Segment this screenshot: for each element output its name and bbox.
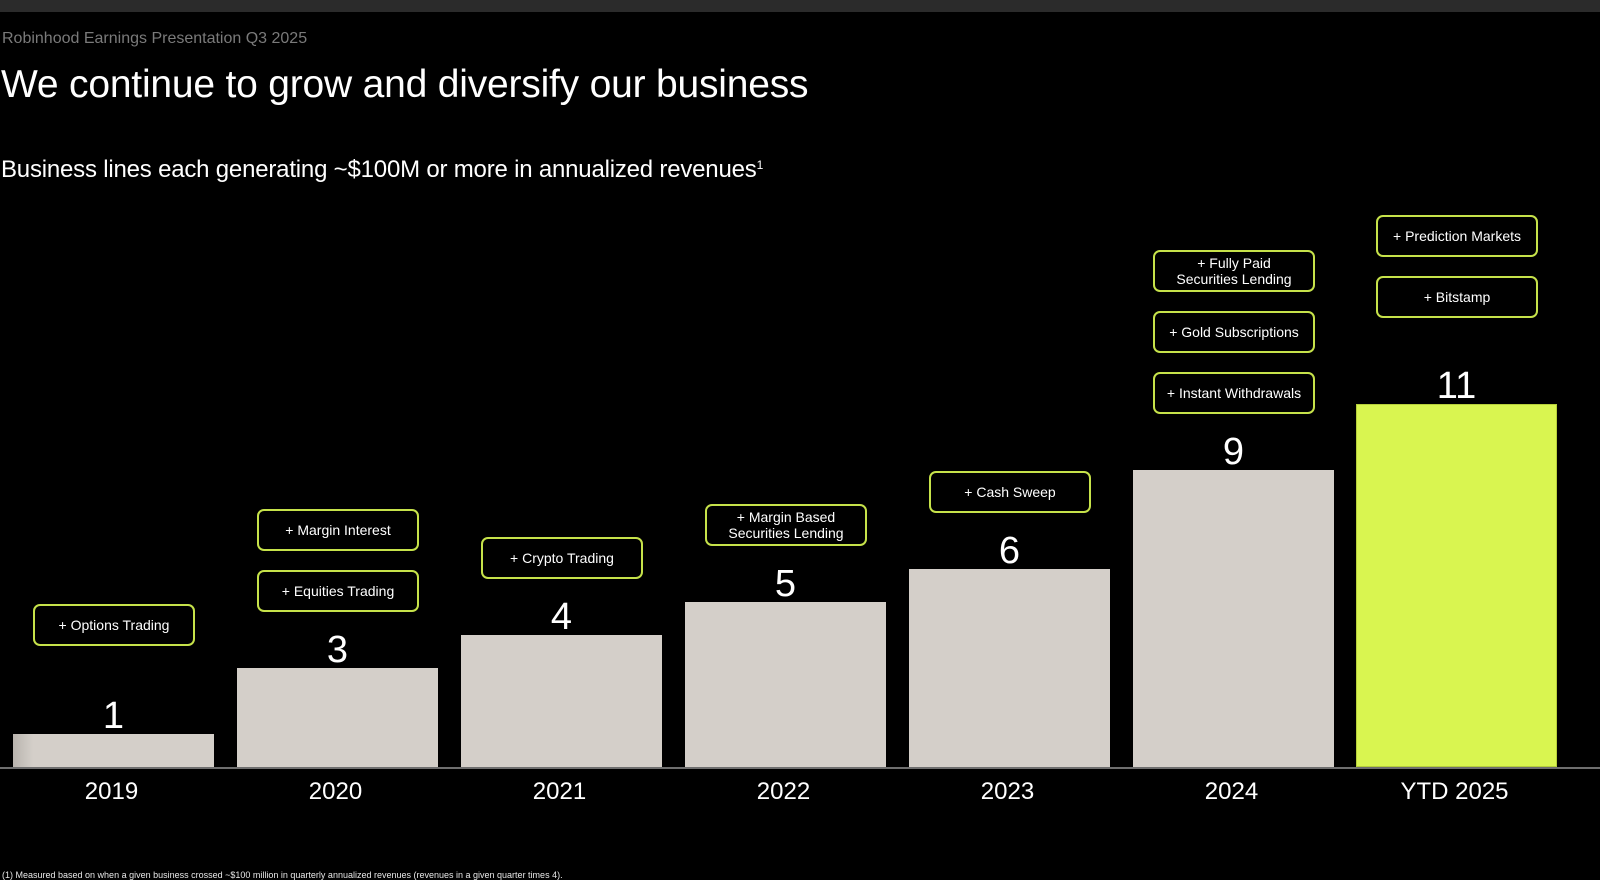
annotation-tag: + Crypto Trading [481,537,643,579]
x-tick-label: 2024 [1204,778,1259,805]
annotation-tag-text: + Margin Based Securities Lending [728,509,844,541]
x-tick-label: 2023 [980,778,1035,805]
annotation-tag-text: + Instant Withdrawals [1166,385,1302,401]
bar-2019 [13,734,214,767]
slide-title: We continue to grow and diversify our bu… [1,63,809,106]
bar-2024 [1133,470,1334,767]
data-label: 6 [998,530,1021,572]
annotation-tag-text: + Cash Sweep [964,484,1056,500]
bar-2021 [461,635,662,767]
annotation-tag-text: + Equities Trading [281,583,395,599]
slide-subtitle: Business lines each generating ~$100M or… [1,156,763,184]
bar-2022 [685,602,886,767]
data-label: 9 [1222,431,1245,473]
annotation-tag: + Prediction Markets [1376,215,1538,257]
annotation-tag: + Margin Based Securities Lending [705,504,867,546]
window-top-bar [0,0,1600,12]
x-tick-label: 2021 [532,778,587,805]
annotation-tag-text: + Prediction Markets [1393,228,1521,244]
presentation-eyebrow: Robinhood Earnings Presentation Q3 2025 [2,30,308,47]
data-label: 1 [102,695,125,737]
subtitle-text: Business lines each generating ~$100M or… [1,156,757,183]
annotation-tag-text: + Bitstamp [1423,289,1491,305]
bar-ytd-2025 [1356,404,1557,767]
annotation-tag-text: + Fully Paid Securities Lending [1176,255,1292,287]
annotation-tag-text: + Margin Interest [285,522,391,538]
annotation-tag: + Gold Subscriptions [1153,311,1315,353]
annotation-tag: + Cash Sweep [929,471,1091,513]
x-axis-baseline [0,767,1600,769]
x-tick-label: 2020 [308,778,363,805]
x-tick-label: 2022 [756,778,811,805]
annotation-tag: + Options Trading [33,604,195,646]
footnote: (1) Measured based on when a given busin… [2,870,563,880]
annotation-tag-text: + Options Trading [58,617,170,633]
bar-2023 [909,569,1110,767]
annotation-tag: + Margin Interest [257,509,419,551]
annotation-tag: + Fully Paid Securities Lending [1153,250,1315,292]
annotation-tag-text: + Crypto Trading [510,550,614,566]
data-label: 5 [774,563,797,605]
data-label: 4 [550,596,573,638]
x-tick-label: 2019 [84,778,139,805]
data-label: 3 [326,629,349,671]
data-label: 11 [1436,365,1477,407]
bar-2020 [237,668,438,767]
footnote-marker: 1 [756,158,764,172]
annotation-tag: + Bitstamp [1376,276,1538,318]
annotation-tag: + Instant Withdrawals [1153,372,1315,414]
annotation-tag: + Equities Trading [257,570,419,612]
annotation-tag-text: + Gold Subscriptions [1169,324,1299,340]
x-tick-label: YTD 2025 [1400,778,1509,805]
